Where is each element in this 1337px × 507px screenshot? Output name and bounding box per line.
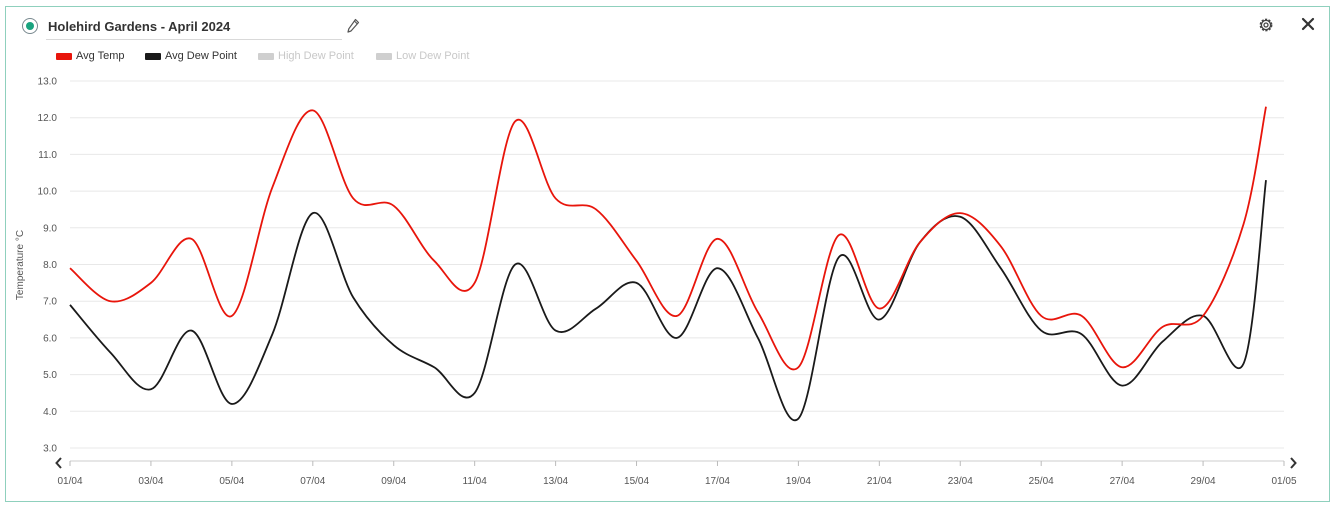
x-tick-label: 01/04 [57,476,82,487]
y-tick-label: 13.0 [38,77,58,88]
chart-title[interactable]: Holehird Gardens - April 2024 [48,19,231,34]
chevron-left-icon[interactable] [54,456,64,470]
status-indicator-icon[interactable] [22,18,38,34]
chart-panel [5,6,1330,502]
y-axis-label: Temperature °C [15,230,26,300]
x-tick-label: 01/05 [1271,476,1296,487]
x-tick-label: 17/04 [705,476,730,487]
x-tick-label: 19/04 [786,476,811,487]
series-line-avg-temp[interactable] [69,106,1267,371]
y-tick-label: 3.0 [43,444,57,455]
legend-item-avg-temp[interactable]: Avg Temp [56,50,125,62]
x-tick-label: 05/04 [219,476,244,487]
pencil-icon[interactable] [346,18,360,34]
x-tick-label: 15/04 [624,476,649,487]
legend-item-high-dew-point[interactable]: High Dew Point [258,50,354,62]
x-tick-label: 25/04 [1029,476,1054,487]
x-tick-label: 21/04 [867,476,892,487]
x-tick-label: 03/04 [138,476,163,487]
legend-swatch-low-dew-point [376,52,392,60]
x-tick-label: 29/04 [1191,476,1216,487]
legend-label: Avg Temp [76,50,125,62]
legend-item-low-dew-point[interactable]: Low Dew Point [376,50,469,62]
legend-item-avg-dew-point[interactable]: Avg Dew Point [145,50,237,62]
gear-icon[interactable] [1257,16,1275,34]
legend-label: High Dew Point [278,50,354,62]
y-tick-label: 6.0 [43,333,57,344]
legend-swatch-high-dew-point [258,52,274,60]
title-underline [46,39,342,40]
y-tick-label: 12.0 [38,113,58,124]
y-tick-label: 9.0 [43,223,57,234]
y-tick-label: 8.0 [43,260,57,271]
y-tick-label: 11.0 [38,150,57,161]
x-tick-label: 09/04 [381,476,406,487]
x-tick-label: 27/04 [1110,476,1135,487]
x-tick-label: 13/04 [543,476,568,487]
chevron-right-icon[interactable] [1288,456,1298,470]
y-tick-label: 5.0 [43,370,57,381]
legend-label: Avg Dew Point [165,50,237,62]
y-tick-label: 7.0 [43,297,57,308]
series-line-avg-dew-point[interactable] [69,179,1267,422]
x-tick-label: 07/04 [300,476,325,487]
legend-swatch-avg-dew-point [145,52,161,60]
y-tick-label: 10.0 [38,187,58,198]
y-tick-label: 4.0 [43,407,57,418]
x-tick-label: 23/04 [948,476,973,487]
close-icon[interactable] [1300,16,1316,32]
legend-label: Low Dew Point [396,50,470,62]
x-tick-label: 11/04 [463,476,488,487]
legend-swatch-avg-temp [56,52,72,60]
